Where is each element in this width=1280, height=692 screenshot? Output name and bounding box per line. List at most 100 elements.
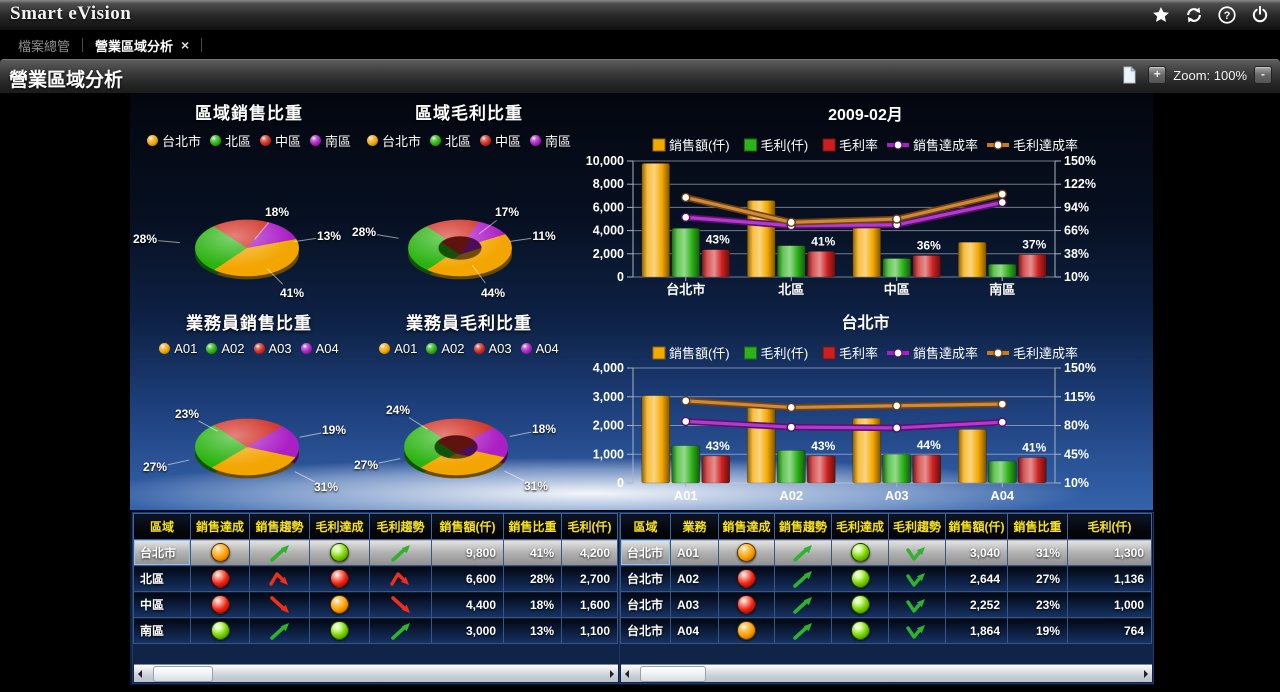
pie-slice-label: 28% (351, 225, 377, 239)
pie-rep-sales-header: 業務員銷售比重 A01 A02 A03 A04 (135, 309, 363, 356)
pie-slice-label: 31% (523, 479, 549, 493)
region-table-row[interactable]: 台北市 9,800 41% 4,200 (133, 539, 618, 566)
pie-top-face (408, 219, 512, 277)
col-header-0: 區域 (620, 513, 671, 540)
trend-arrow-valley-green (906, 572, 925, 587)
svg-text:台北市: 台北市 (841, 313, 889, 332)
dashboard-canvas: 區域銷售比重 台北市 北區 中區 南區 41% 28% 18% 13% 區域毛利比重 台北市 北區 中區… (130, 93, 1154, 692)
svg-text:43%: 43% (811, 439, 835, 453)
cell-value: 28% (503, 565, 562, 592)
refresh-icon[interactable] (1184, 5, 1204, 25)
scroll-right-button[interactable] (602, 665, 618, 682)
pie-label-line (167, 459, 190, 466)
pie-legend: 台北市 北區 中區 南區 (135, 131, 363, 150)
cell-text: 北區 (133, 565, 191, 592)
help-icon[interactable]: ? (1217, 5, 1237, 25)
cell-text: 台北市 (133, 539, 191, 566)
region-table-row[interactable]: 北區 6,600 28% 2,700 (133, 565, 618, 592)
col-header-6: 銷售比重 (503, 513, 562, 540)
trend-arrow-peak-red (268, 571, 288, 586)
status-light-red (330, 569, 349, 588)
svg-text:6,000: 6,000 (593, 200, 624, 214)
zoom-out-button[interactable]: - (1254, 66, 1272, 84)
pie-slice-label: 28% (132, 232, 158, 246)
legend-dot (146, 135, 158, 146)
legend-dot (300, 343, 312, 354)
svg-text:80%: 80% (1064, 419, 1089, 433)
scroll-left-button[interactable] (134, 665, 150, 682)
pie-region-sales-header: 區域銷售比重 台北市 北區 中區 南區 (135, 99, 363, 150)
pie-rep-profit-header: 業務員毛利比重 A01 A02 A03 A04 (363, 309, 575, 356)
cell-status (190, 539, 250, 566)
svg-text:4,000: 4,000 (593, 361, 624, 375)
col-header-2: 銷售趨勢 (249, 513, 310, 540)
legend-label: 中區 (275, 134, 302, 149)
scrollbar-thumb[interactable] (153, 666, 213, 682)
trend-arrow-up-green (390, 622, 410, 640)
legend-item: A03 (253, 341, 292, 356)
svg-text:37%: 37% (1022, 238, 1046, 252)
favorite-star-icon[interactable] (1151, 5, 1171, 25)
cell-value: 31% (1007, 539, 1068, 566)
table-h-scrollbar[interactable] (134, 664, 618, 682)
cell-trend (774, 539, 832, 566)
svg-text:10%: 10% (1064, 476, 1089, 490)
pie-label-line (509, 431, 532, 438)
col-header-4: 毛利達成 (831, 513, 889, 540)
pie-rep-sales[interactable] (195, 395, 299, 499)
col-header-6: 銷售額(仟) (945, 513, 1008, 540)
region-table-row[interactable]: 南區 3,000 13% 1,100 (133, 617, 618, 644)
status-light-green (850, 595, 870, 614)
pie-slice-label: 13% (316, 229, 342, 243)
scroll-right-button[interactable] (1136, 665, 1152, 682)
cell-text: 台北市 (620, 591, 671, 618)
pie-region-profit-header: 區域毛利比重 台北市 北區 中區 南區 (363, 99, 575, 150)
cell-text: 台北市 (620, 617, 671, 644)
svg-text:41%: 41% (811, 234, 835, 248)
scrollbar-thumb[interactable] (640, 666, 706, 682)
zoom-controls: + Zoom: 100% - (1122, 66, 1272, 84)
region-table-row[interactable]: 中區 4,400 18% 1,600 (133, 591, 618, 618)
bar-region[interactable]: 2009-02月 銷售額(仟) 毛利(仟) 毛利率 銷售達成率 毛利達成率 10,000 15… (578, 98, 1153, 302)
svg-text:毛利(仟): 毛利(仟) (761, 346, 809, 361)
svg-text:150%: 150% (1064, 154, 1096, 168)
legend-item: A01 (159, 341, 197, 356)
legend-dot (206, 343, 218, 354)
cell-value: 1,136 (1067, 565, 1152, 592)
tab-file-explorer[interactable]: 檔案總管 (18, 38, 71, 54)
svg-text:A02: A02 (779, 488, 803, 503)
trend-arrow-up-green (793, 622, 812, 640)
scroll-left-button[interactable] (621, 665, 637, 682)
cell-text: 台北市 (620, 539, 671, 566)
document-icon[interactable] (1122, 66, 1137, 84)
svg-text:2,000: 2,000 (593, 419, 624, 433)
svg-text:66%: 66% (1064, 224, 1089, 238)
salesrep-table-row[interactable]: 台北市 A04 1,864 19% 764 (620, 617, 1152, 644)
salesrep-table-row[interactable]: 台北市 A02 2,644 27% 1,136 (620, 565, 1152, 592)
trend-arrow-down-red (269, 595, 289, 613)
power-icon[interactable] (1250, 5, 1270, 25)
zoom-in-button[interactable]: + (1148, 66, 1167, 84)
trend-arrow-valley-green (906, 598, 925, 613)
pie-rep-profit[interactable] (404, 395, 508, 499)
cell-trend (249, 617, 310, 644)
status-light-orange (737, 621, 756, 640)
tab-close-icon[interactable]: × (181, 37, 190, 53)
cell-value: 2,700 (561, 565, 618, 592)
tab-sales-region-analysis[interactable]: 營業區域分析 (95, 38, 174, 54)
bar-taipei[interactable]: 台北市 銷售額(仟) 毛利(仟) 毛利率 銷售達成率 毛利達成率 4,000 150% 3,00… (578, 306, 1153, 510)
legend-item: 南區 (310, 131, 351, 150)
svg-text:43%: 43% (706, 439, 730, 453)
svg-text:45%: 45% (1064, 447, 1089, 461)
status-light-red (737, 595, 756, 614)
salesrep-table-row[interactable]: 台北市 A03 2,252 23% 1,000 (620, 591, 1152, 618)
cell-trend (888, 591, 946, 618)
table-h-scrollbar[interactable] (621, 664, 1152, 682)
legend-dot (520, 343, 532, 354)
pie-slice-label: 27% (142, 460, 168, 474)
pie-slice-label: 19% (321, 423, 347, 437)
cell-value: 1,100 (561, 617, 618, 644)
svg-text:?: ? (1224, 10, 1231, 22)
salesrep-table-row[interactable]: 台北市 A01 3,040 31% 1,300 (620, 539, 1152, 566)
pie-title: 業務員銷售比重 (186, 314, 312, 333)
